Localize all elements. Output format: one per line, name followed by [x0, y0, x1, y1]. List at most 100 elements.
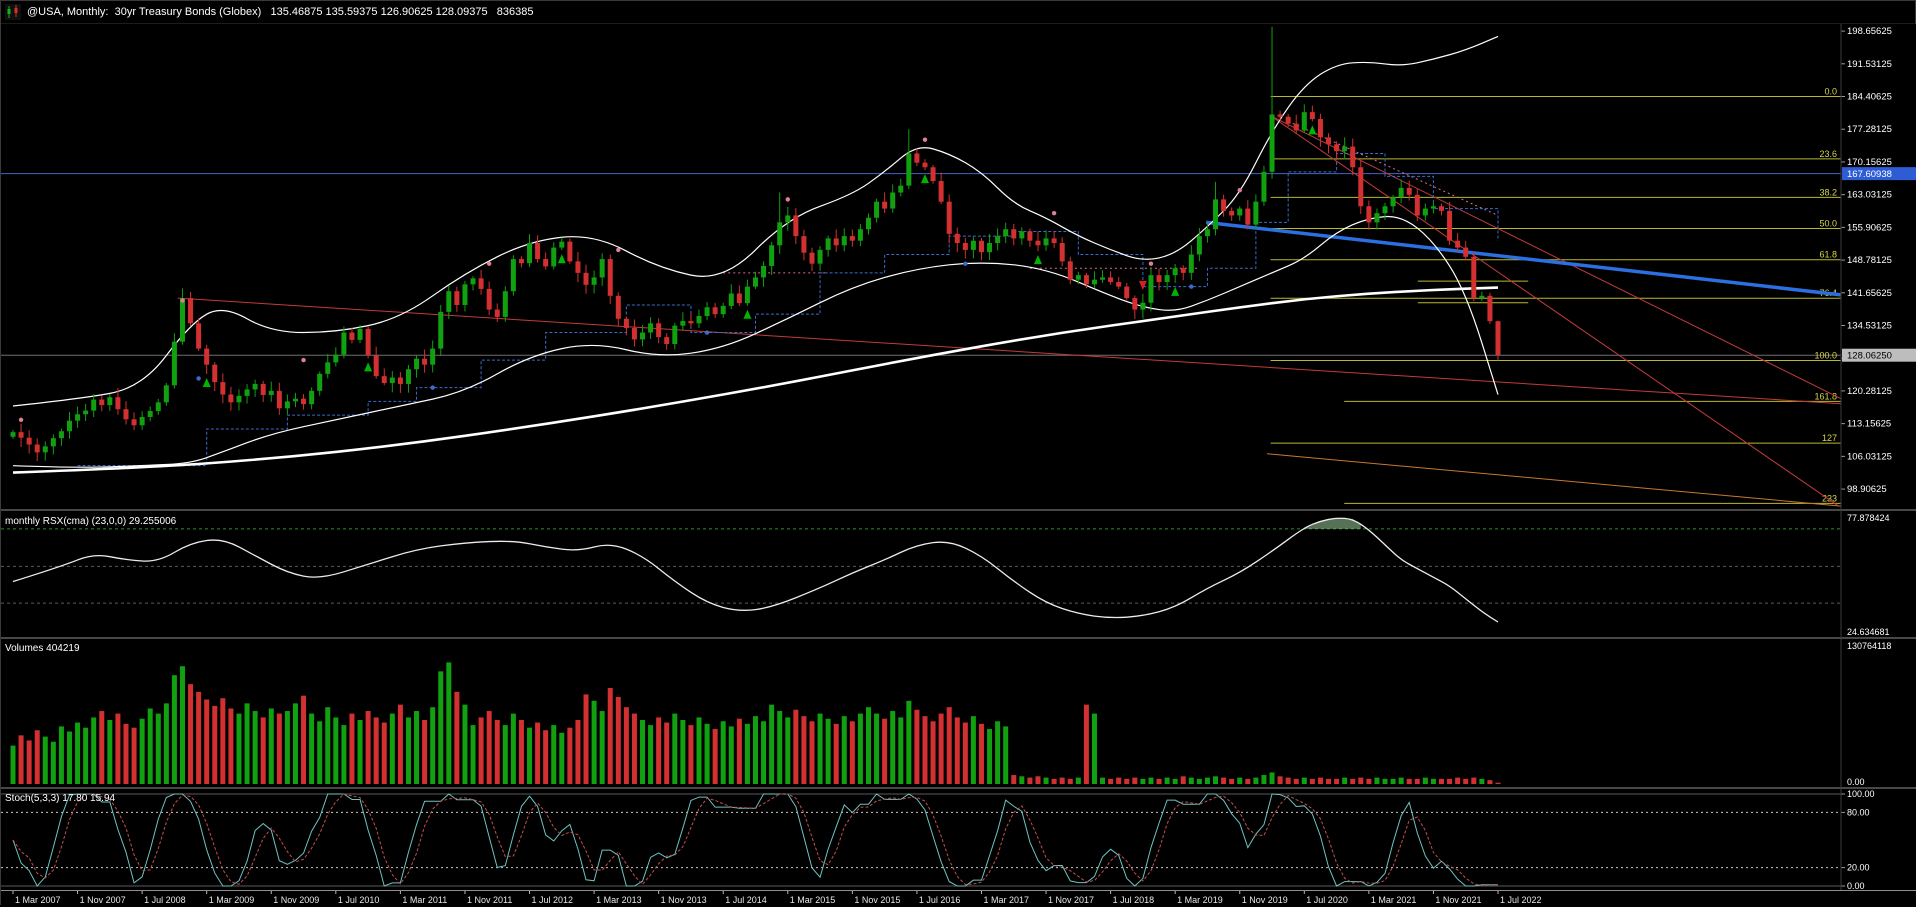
long-ma-line — [12, 286, 1499, 474]
trend-line — [1270, 115, 1842, 400]
fib-level-label: 50.0 — [1819, 219, 1837, 229]
sar-dot — [180, 298, 185, 303]
time-tick-label: 1 Jul 2014 — [725, 895, 767, 905]
price-tick-label: 155.90625 — [1847, 222, 1892, 233]
volume-max-label: 130764118 — [1847, 641, 1891, 651]
time-tick-label: 1 Nov 2007 — [80, 895, 126, 905]
buy-arrow-icon — [364, 362, 373, 372]
sar-dot — [301, 357, 306, 363]
signal-dot — [963, 261, 968, 266]
sar-dot — [1148, 261, 1154, 266]
sar-dot — [18, 417, 24, 422]
price-tick-label: 141.65625 — [1847, 288, 1892, 299]
fib-level-label: 23.6 — [1819, 149, 1837, 159]
time-tick-label: 1 Nov 2013 — [661, 895, 707, 905]
time-tick-label: 1 Nov 2009 — [273, 895, 319, 905]
dotted-signal-line — [1287, 120, 1499, 216]
trend-line — [1270, 115, 1838, 506]
time-tick-label: 1 Mar 2009 — [209, 895, 255, 905]
time-tick-label: 1 Mar 2007 — [15, 895, 61, 905]
time-tick-label: 1 Mar 2021 — [1371, 895, 1417, 905]
rsx-overbought-fill — [1304, 517, 1361, 529]
price-axis[interactable]: 198.65625 191.53125 184.40625 177.28125 170.… — [1841, 26, 1916, 495]
time-tick-label: 1 Jul 2010 — [338, 895, 380, 905]
time-tick-label: 1 Nov 2019 — [1242, 895, 1288, 905]
price-tick-label: 134.53125 — [1847, 321, 1892, 332]
signal-dot — [430, 385, 435, 390]
sar-dot — [785, 197, 790, 202]
price-tick-label: 148.78125 — [1847, 255, 1892, 266]
rsx-line — [12, 517, 1499, 623]
price-tick-label: 113.15625 — [1847, 419, 1891, 430]
price-tick-label: 198.65625 — [1847, 26, 1892, 37]
stoch-tick-label: 0.00 — [1847, 881, 1865, 891]
time-tick-label: 1 Nov 2011 — [467, 895, 512, 905]
time-tick-label: 1 Mar 2015 — [790, 895, 836, 905]
volume-panel: Volumes 404219 130764118 0.00 — [5, 641, 1891, 787]
price-tick-label: 120.28125 — [1847, 386, 1892, 397]
fib-level-label: 233 — [1822, 493, 1837, 503]
stoch-tick-label: 100.00 — [1847, 789, 1875, 799]
sell-arrow-icon — [1138, 280, 1147, 290]
price-tick-label: 184.40625 — [1847, 92, 1892, 103]
time-tick-label: 1 Jul 2022 — [1500, 895, 1542, 905]
price-tick-label: 177.28125 — [1847, 124, 1892, 135]
fib-level-label: 61.8 — [1819, 250, 1837, 260]
price-tick-label: 163.03125 — [1847, 190, 1892, 201]
time-tick-label: 1 Jul 2008 — [144, 895, 186, 905]
rsx-panel-label: monthly RSX(cma) (23,0,0) 29.255006 — [5, 516, 177, 527]
signal-dot — [1189, 284, 1194, 289]
sar-dot — [1237, 188, 1242, 193]
trend-line — [1206, 220, 1842, 297]
fib-level-label: 0.0 — [1824, 87, 1837, 97]
rsx-max-label: 77.878424 — [1847, 513, 1890, 523]
price-tick-label: 191.53125 — [1847, 59, 1892, 70]
stoch-panel: Stoch(5,3,3) 17.80 15.94 100.00 80.00 20.00… — [1, 789, 1875, 891]
sar-dot — [1051, 210, 1057, 216]
price-tick-label: 170.15625 — [1847, 157, 1892, 168]
buy-arrow-icon — [202, 377, 211, 387]
price-badge-label: 128.06250 — [1847, 351, 1892, 362]
chart-window-icon — [5, 4, 21, 20]
rsx-min-label: 24.634681 — [1847, 627, 1890, 637]
sar-dot — [486, 261, 492, 266]
sar-dot — [616, 247, 621, 253]
time-tick-label: 1 Jul 2012 — [532, 895, 574, 905]
fib-level-label: 38.2 — [1819, 187, 1837, 197]
time-tick-label: 1 Mar 2013 — [596, 895, 642, 905]
buy-arrow-icon — [743, 309, 752, 319]
stoch-tick-label: 20.00 — [1847, 863, 1870, 873]
time-tick-label: 1 Jul 2018 — [1113, 895, 1155, 905]
signal-dot — [196, 376, 201, 381]
candles-layer — [10, 26, 1501, 462]
fib-level-label: 127 — [1822, 433, 1837, 443]
fib-level-label: 161.8 — [1814, 391, 1837, 401]
buy-arrow-icon — [557, 254, 566, 264]
chart-canvas[interactable]: 0.023.638.250.061.876.4100.0161.81272331… — [1, 24, 1916, 907]
volume-min-label: 0.00 — [1847, 777, 1865, 787]
price-tick-label: 98.90625 — [1847, 484, 1887, 495]
rsx-panel: monthly RSX(cma) (23,0,0) 29.255006 77.87… — [1, 513, 1890, 637]
time-tick-label: 1 Nov 2017 — [1048, 895, 1094, 905]
time-tick-label: 1 Jul 2020 — [1306, 895, 1348, 905]
chart-title-bar: @USA, Monthly: 30yr Treasury Bonds (Glob… — [1, 1, 1915, 24]
upper-band — [12, 35, 1499, 407]
price-badge-label: 167.60938 — [1847, 169, 1892, 180]
time-tick-label: 1 Mar 2017 — [983, 895, 1029, 905]
price-badge — [1842, 167, 1916, 181]
buy-arrow-icon — [1033, 255, 1042, 265]
stoch-tick-label: 80.00 — [1847, 807, 1870, 817]
stoch-d-line — [12, 793, 1499, 887]
buy-arrow-icon — [920, 174, 929, 184]
trend-line — [1266, 453, 1842, 507]
window-title: @USA, Monthly: 30yr Treasury Bonds (Glob… — [27, 6, 534, 18]
time-axis[interactable]: 1 Mar 2007 1 Nov 2007 1 Jul 2008 1 Mar 2009… — [12, 891, 1542, 905]
fib-level-label: 100.0 — [1814, 351, 1837, 361]
sar-dot — [922, 137, 928, 142]
buy-arrow-icon — [1171, 286, 1180, 296]
trend-line — [177, 297, 1842, 405]
price-badge — [1842, 348, 1916, 362]
time-tick-label: 1 Mar 2011 — [402, 895, 447, 905]
